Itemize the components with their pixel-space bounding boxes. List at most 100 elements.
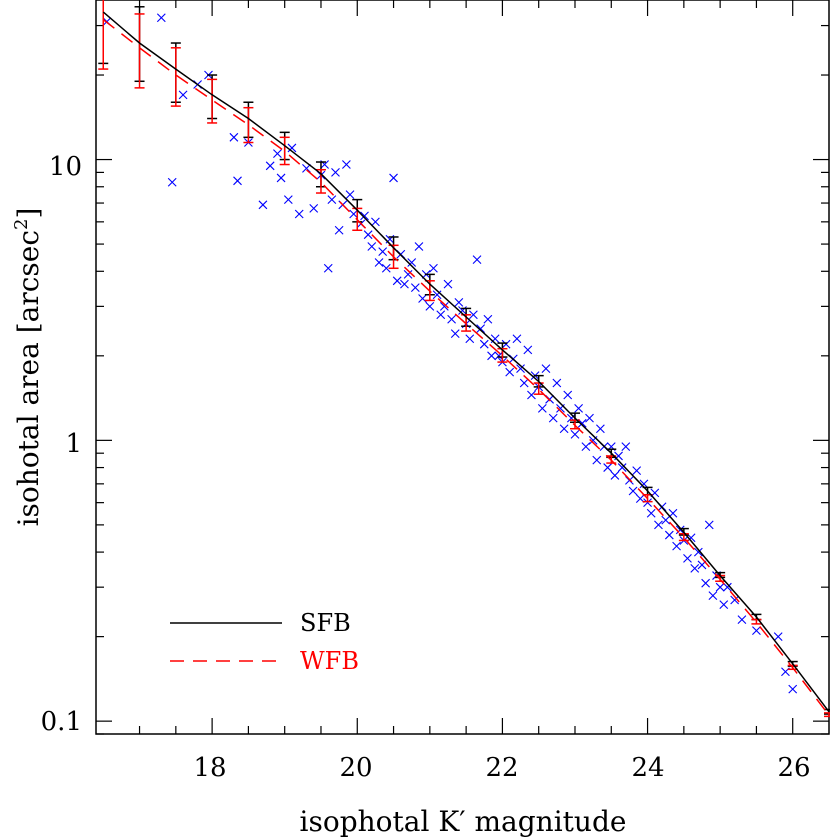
data-point-stroke xyxy=(643,498,652,508)
data-point-stroke xyxy=(505,367,515,377)
data-point xyxy=(737,615,747,624)
data-point xyxy=(541,364,551,374)
data-point-stroke xyxy=(548,413,558,423)
data-point-stroke xyxy=(512,334,522,344)
data-point-stroke xyxy=(701,578,711,588)
data-point-stroke xyxy=(410,283,420,292)
data-point xyxy=(341,160,351,169)
data-point-stroke xyxy=(646,508,656,518)
data-point-stroke xyxy=(527,390,536,400)
data-point xyxy=(389,173,398,183)
data-point xyxy=(708,591,718,600)
data-point-stroke xyxy=(773,632,783,642)
x-tick-label: 18 xyxy=(193,753,226,783)
data-point-stroke xyxy=(476,324,486,333)
data-point-stroke xyxy=(429,263,438,273)
data-point-stroke xyxy=(672,541,681,551)
error-bar xyxy=(134,13,145,89)
data-point-stroke xyxy=(487,351,496,361)
errorbar-series xyxy=(98,0,830,715)
data-point-stroke xyxy=(258,200,268,210)
data-point xyxy=(690,563,700,573)
data-point-stroke xyxy=(617,463,627,472)
error-bar xyxy=(170,47,181,107)
data-point-stroke xyxy=(596,424,605,434)
y-tick-label: 10 xyxy=(49,152,82,182)
data-point-stroke xyxy=(418,294,427,303)
data-point-stroke xyxy=(450,329,460,338)
data-point xyxy=(537,403,547,413)
data-point xyxy=(309,204,319,213)
data-point-stroke xyxy=(302,164,311,173)
y-tick-label: 0.1 xyxy=(41,707,82,737)
data-point xyxy=(730,595,740,605)
data-point xyxy=(468,310,478,320)
data-point xyxy=(410,283,420,292)
data-point-stroke xyxy=(334,225,344,235)
data-point xyxy=(287,143,297,153)
data-point xyxy=(512,334,522,344)
data-point xyxy=(323,263,333,273)
data-point xyxy=(563,390,573,400)
data-point-stroke xyxy=(167,177,177,187)
data-point xyxy=(302,164,311,173)
data-point xyxy=(723,582,732,592)
data-point xyxy=(505,367,515,377)
data-point xyxy=(516,364,525,374)
data-point-stroke xyxy=(265,161,275,171)
data-point xyxy=(632,466,642,476)
data-point xyxy=(527,390,536,400)
data-point xyxy=(443,279,453,289)
data-point-stroke xyxy=(403,269,413,279)
error-bar xyxy=(497,347,508,363)
error-bar xyxy=(243,106,254,144)
data-point-stroke xyxy=(737,615,747,624)
data-point-stroke xyxy=(690,563,700,573)
data-point xyxy=(479,339,489,349)
data-point xyxy=(701,578,711,588)
data-point-stroke xyxy=(374,258,384,267)
data-point-stroke xyxy=(447,314,457,324)
y-tick-labels: 0.1 1 10 xyxy=(41,152,82,737)
data-point-stroke xyxy=(378,247,388,257)
data-point xyxy=(283,195,293,205)
data-point-stroke xyxy=(566,413,576,423)
data-point xyxy=(367,242,377,251)
legend-label-sfb: SFB xyxy=(300,609,351,637)
data-point-stroke xyxy=(494,351,504,361)
data-point-stroke xyxy=(752,626,761,636)
data-point xyxy=(639,479,649,489)
data-point-stroke xyxy=(654,520,663,530)
data-point xyxy=(672,541,681,551)
data-point xyxy=(581,442,591,451)
data-point-stroke xyxy=(563,390,573,400)
y-axis-title-main: isohotal area [arcsec xyxy=(12,230,45,526)
data-point xyxy=(628,486,638,496)
data-point-stroke xyxy=(537,403,547,413)
data-point xyxy=(432,290,442,300)
data-point-stroke xyxy=(788,684,798,694)
data-point xyxy=(646,508,656,518)
data-point xyxy=(360,211,369,221)
data-point-stroke xyxy=(468,310,478,320)
data-point xyxy=(400,279,409,289)
data-point-stroke xyxy=(414,242,424,251)
error-bar xyxy=(207,78,218,124)
data-point xyxy=(661,515,671,525)
data-point-stroke xyxy=(381,263,391,273)
data-point xyxy=(273,149,282,158)
line-series-wfb xyxy=(102,19,830,716)
data-point-stroke xyxy=(273,149,282,158)
data-point-stroke xyxy=(454,297,464,307)
data-point-stroke xyxy=(577,418,587,428)
legend-label-wfb: WFB xyxy=(300,647,359,675)
data-point-stroke xyxy=(479,339,489,349)
error-bar xyxy=(279,136,290,166)
data-point xyxy=(233,176,242,186)
data-point xyxy=(494,351,504,361)
data-point-stroke xyxy=(287,143,297,153)
data-point xyxy=(603,463,613,472)
data-point-stroke xyxy=(715,582,725,592)
data-point xyxy=(414,242,424,251)
